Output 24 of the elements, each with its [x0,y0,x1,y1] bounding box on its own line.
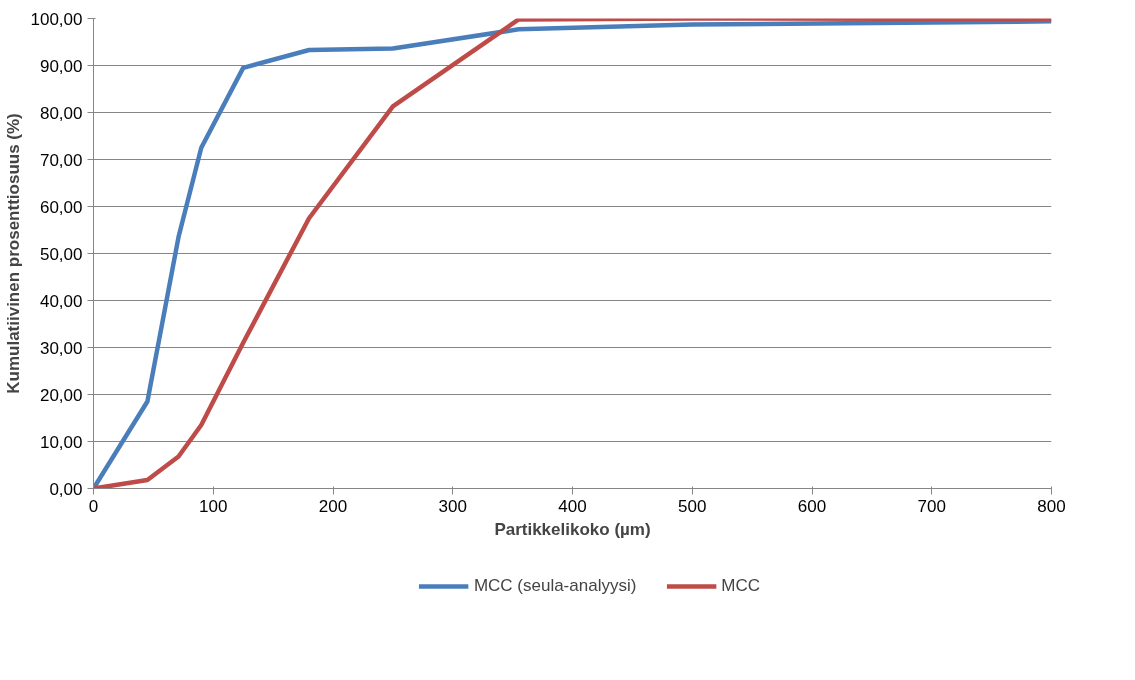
y-tick-label: 90,00 [39,56,83,76]
y-tick-label: 70,00 [39,150,83,170]
y-tick-label: 80,00 [39,103,83,123]
y-tick-label: 60,00 [39,197,83,217]
y-tick-label: 0,00 [49,479,83,499]
x-tick-label: 400 [558,496,587,516]
x-tick-label: 600 [797,496,827,516]
x-tick-label: 700 [917,496,946,516]
y-axis-title: Kumulatiivinen prosenttiosuus (%) [3,113,23,394]
x-tick-label: 0 [88,496,99,516]
x-tick-label: 300 [438,496,467,516]
y-tick-label: 40,00 [39,291,83,311]
y-tick-label: 30,00 [39,338,83,358]
x-tick-label: 100 [199,496,228,516]
x-tick-label: 200 [318,496,348,516]
x-axis-title: Partikkelikoko (µm) [494,519,651,539]
legend-label: MCC [721,575,761,596]
legend-label: MCC (seula-analyysi) [473,575,637,596]
y-tick-label: 10,00 [39,432,83,452]
y-tick-label: 50,00 [39,244,83,264]
y-tick-label: 100,00 [30,9,83,29]
x-tick-label: 800 [1037,496,1066,516]
y-tick-label: 20,00 [39,385,83,405]
x-tick-label: 500 [678,496,707,516]
